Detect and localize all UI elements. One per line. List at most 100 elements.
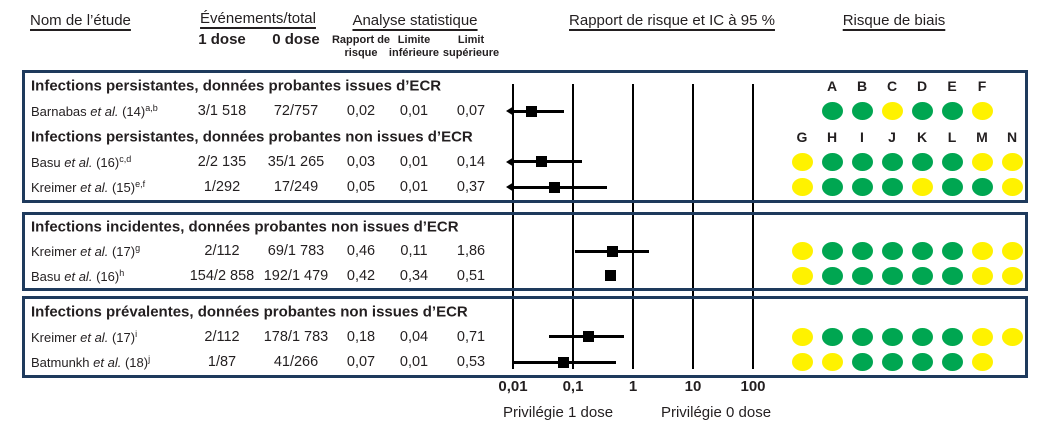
events-0-dose: 35/1 265 [267, 153, 325, 170]
gridline-0,01 [512, 84, 514, 369]
bias-dot-green [851, 178, 873, 197]
bias-dot-green [881, 178, 903, 197]
bias-dot-green [881, 266, 903, 285]
ci-lower-value: 0,01 [399, 354, 429, 371]
study-name: Basu et al. (16)h [31, 267, 125, 284]
section-box-1: Infections persistantes, données probant… [22, 70, 1028, 203]
bias-dot-yellow [971, 266, 993, 285]
column-header-statistical-analysis: Analyse statistique [352, 12, 478, 29]
risk-ratio-value: 0,18 [346, 328, 376, 345]
bias-dot-yellow [821, 353, 843, 372]
bias-column-letter-E: E [947, 77, 957, 94]
gridline-1 [632, 84, 634, 369]
ci-upper-value: 0,51 [456, 267, 486, 284]
study-row: Basu et al. (16)h 154/2 858 192/1 479 0,42 0… [25, 264, 1025, 288]
bias-dot-green [851, 266, 873, 285]
group-title: Infections incidentes, données probantes… [31, 218, 459, 236]
bias-dot-green [881, 152, 903, 171]
bias-dot-green [941, 327, 963, 346]
bias-dot-green [821, 152, 843, 171]
bias-column-letter-C: C [886, 77, 898, 94]
bias-dot-green [911, 327, 933, 346]
bias-dot-yellow [791, 242, 813, 261]
bias-dot-green [941, 266, 963, 285]
bias-dot-green [821, 242, 843, 261]
ci-lower-value: 0,11 [400, 243, 428, 260]
risk-ratio-value: 0,07 [346, 354, 376, 371]
bias-column-letter-N: N [1006, 128, 1018, 145]
group-header-row: Infections persistantes, données probant… [25, 73, 1025, 98]
events-0-dose: 41/266 [273, 354, 319, 371]
events-1-dose: 2/112 [204, 328, 240, 345]
bias-dot-green [881, 327, 903, 346]
bias-column-letter-H: H [826, 128, 838, 145]
ci-lower-value: 0,04 [399, 328, 429, 345]
column-header-risk-ratio: Rapport de risque [331, 34, 391, 60]
axis-label-favours-1-dose: Privilégie 1 dose [502, 404, 614, 421]
bias-column-letter-D: D [916, 77, 928, 94]
ci-lower-value: 0,34 [399, 267, 429, 284]
bias-dot-green [851, 353, 873, 372]
events-1-dose: 1/87 [207, 354, 237, 371]
x-tick-label: 100 [740, 378, 766, 395]
bias-dot-yellow [971, 353, 993, 372]
bias-column-letter-I: I [860, 128, 864, 145]
risk-ratio-value: 0,02 [346, 103, 376, 120]
bias-dot-green [941, 178, 963, 197]
ci-upper-value: 0,53 [456, 354, 486, 371]
column-header-risk-ratio-ci: Rapport de risque et IC à 95 % [569, 12, 775, 29]
ci-upper-value: 0,07 [456, 103, 486, 120]
ci-lower-value: 0,01 [399, 103, 429, 120]
study-name: Kreimer et al. (17)i [31, 328, 138, 346]
bias-dot-yellow [881, 102, 903, 121]
bias-dot-green [911, 152, 933, 171]
study-name: Batmunkh et al. (18)j [31, 354, 151, 371]
bias-dot-yellow [791, 353, 813, 372]
study-name: Kreimer et al. (15)e,f [31, 179, 146, 196]
bias-dot-yellow [1001, 266, 1023, 285]
bias-dot-yellow [1001, 152, 1023, 171]
study-row: Barnabas et al. (14)a,b 3/1 518 72/757 0,02… [25, 98, 1025, 123]
risk-ratio-value: 0,05 [346, 179, 376, 196]
ci-clip-arrow-left [506, 156, 514, 167]
bias-dot-green [821, 102, 843, 121]
gridline-0,1 [572, 84, 574, 369]
ci-lower-value: 0,01 [399, 153, 429, 170]
study-name: Barnabas et al. (14)a,b [31, 102, 158, 120]
section-box-2: Infections incidentes, données probantes… [22, 212, 1028, 291]
gridline-100 [752, 84, 754, 369]
risk-ratio-marker [558, 356, 570, 368]
bias-column-letter-M: M [976, 128, 988, 145]
column-header-events-total: Événements/total [200, 10, 316, 27]
bias-dot-green [821, 266, 843, 285]
bias-dot-yellow [791, 152, 813, 171]
events-1-dose: 1/292 [203, 179, 241, 196]
bias-column-letter-J: J [888, 128, 896, 145]
risk-ratio-marker [525, 105, 537, 117]
x-tick-label: 0,1 [562, 378, 584, 395]
bias-dot-yellow [971, 152, 993, 171]
bias-dot-yellow [971, 242, 993, 261]
events-0-dose: 17/249 [273, 179, 319, 196]
column-header-0-dose: 0 dose [272, 31, 320, 48]
x-tick-label: 1 [628, 378, 638, 395]
study-name: Kreimer et al. (17)g [31, 243, 141, 260]
bias-dot-green [821, 327, 843, 346]
bias-dot-green [851, 242, 873, 261]
group-header-row: Infections prévalentes, données probante… [25, 299, 1025, 324]
ci-upper-value: 0,71 [456, 328, 486, 345]
study-row: Basu et al. (16)c,d 2/2 135 35/1 265 0,03 0,… [25, 149, 1025, 174]
risk-ratio-value: 0,03 [346, 153, 376, 170]
bias-dot-green [881, 353, 903, 372]
ci-upper-value: 0,14 [456, 153, 486, 170]
bias-dot-green [881, 242, 903, 261]
bias-dot-yellow [791, 327, 813, 346]
events-1-dose: 154/2 858 [189, 267, 255, 284]
bias-dot-green [911, 242, 933, 261]
bias-dot-green [941, 353, 963, 372]
risk-ratio-marker [549, 181, 561, 193]
bias-dot-green [851, 152, 873, 171]
bias-dot-green [851, 327, 873, 346]
risk-ratio-marker [604, 270, 616, 282]
